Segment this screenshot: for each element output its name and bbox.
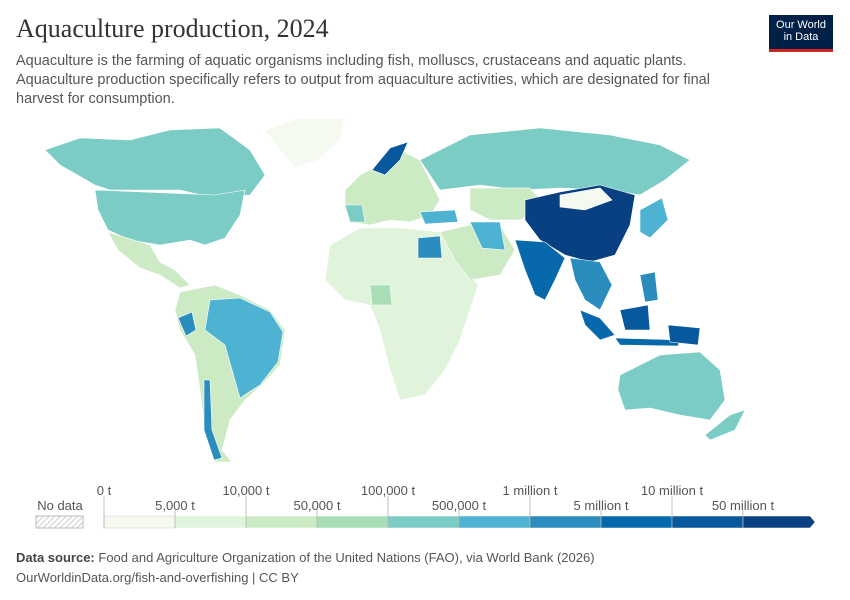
legend-tick-label: 50,000 t	[294, 498, 341, 513]
country[interactable]	[417, 235, 443, 259]
legend-swatch	[742, 515, 816, 529]
url[interactable]: OurWorldinData.org/fish-and-overfishing …	[16, 570, 299, 585]
legend-tick-label: 50 million t	[712, 498, 775, 513]
country[interactable]	[614, 337, 681, 347]
country[interactable]	[94, 189, 246, 246]
legend-tick-label: 0 t	[97, 483, 112, 498]
legend-tick-label: 500,000 t	[432, 498, 487, 513]
region[interactable]	[569, 257, 613, 311]
country[interactable]	[579, 309, 616, 341]
legend-tick-label: 5 million t	[574, 498, 629, 513]
title: Aquaculture production, 2024	[16, 14, 329, 43]
legend-swatch	[529, 515, 602, 529]
legend-swatch	[103, 515, 176, 529]
legend-tick-label: 10 million t	[641, 483, 704, 498]
source-label: Data source:	[16, 550, 95, 565]
country[interactable]	[177, 311, 197, 337]
country[interactable]	[44, 127, 266, 199]
country[interactable]	[419, 209, 459, 225]
country[interactable]	[667, 324, 701, 346]
legend: No data 0 t 5,000 t 10,000 t 50,000 t 100,00…	[35, 483, 816, 529]
legend-swatch	[174, 515, 247, 529]
country[interactable]	[639, 271, 659, 303]
legend-tick-label: 5,000 t	[155, 498, 195, 513]
country[interactable]	[704, 409, 746, 441]
no-data-label: No data	[37, 498, 83, 513]
country[interactable]	[204, 297, 284, 399]
country[interactable]	[419, 127, 691, 196]
country[interactable]	[264, 117, 346, 169]
legend-swatch	[316, 515, 389, 529]
country[interactable]	[524, 184, 636, 263]
legend-tick-label: 100,000 t	[361, 483, 416, 498]
logo-line: Our World	[776, 19, 826, 31]
subtitle: Aquaculture is the farming of aquatic or…	[16, 53, 710, 107]
country[interactable]	[617, 351, 726, 421]
map	[44, 117, 746, 463]
source: Food and Agriculture Organization of the…	[98, 550, 595, 565]
country[interactable]	[514, 239, 566, 301]
country[interactable]	[469, 221, 506, 251]
no-data-swatch	[35, 515, 84, 529]
legend-swatch	[600, 515, 673, 529]
logo-line: in Data	[783, 31, 819, 43]
legend-tick-label: 1 million t	[503, 483, 558, 498]
country[interactable]	[639, 197, 669, 239]
country[interactable]	[344, 204, 366, 223]
legend-swatch	[671, 515, 744, 529]
country[interactable]	[107, 231, 191, 289]
legend-tick-label: 10,000 t	[223, 483, 270, 498]
country[interactable]	[371, 141, 409, 176]
legend-swatch	[245, 515, 318, 529]
continent[interactable]	[324, 227, 479, 401]
country[interactable]	[203, 379, 223, 461]
source-line: Data source: Food and Agriculture Organi…	[16, 548, 595, 568]
country[interactable]	[559, 187, 613, 211]
legend-swatch	[387, 515, 460, 529]
legend-swatch	[458, 515, 531, 529]
country[interactable]	[619, 304, 651, 331]
country[interactable]	[369, 284, 393, 306]
logo[interactable]: Our World in Data	[769, 15, 833, 52]
footer: Data source: Food and Agriculture Organi…	[16, 548, 595, 588]
